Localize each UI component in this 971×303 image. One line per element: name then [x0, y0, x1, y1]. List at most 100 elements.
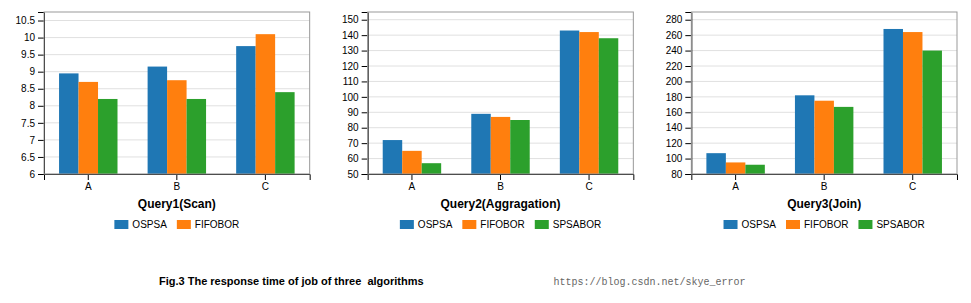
bar — [167, 80, 186, 174]
tick-label: 8 — [29, 100, 35, 111]
tick-label: 100 — [666, 153, 683, 164]
plot-frame — [44, 12, 310, 174]
tick-label: 80 — [671, 169, 683, 180]
chart-title: Query1(Scan) — [138, 197, 216, 211]
tick: B — [173, 174, 180, 192]
tick-label: 220 — [666, 61, 683, 72]
tick-label: 110 — [343, 76, 359, 87]
tick-label: 180 — [666, 92, 683, 103]
x-axis: ABC — [45, 174, 311, 192]
tick-mark — [685, 128, 691, 129]
bar — [883, 29, 902, 174]
tick-mark — [38, 157, 44, 158]
tick: 10.5 — [16, 15, 44, 26]
tick-label: 140 — [342, 30, 359, 41]
tick-label: C — [585, 181, 592, 192]
axis-line — [368, 175, 634, 181]
bars — [383, 31, 619, 174]
tick-mark — [685, 112, 691, 113]
tick-label: 280 — [666, 14, 683, 25]
tick-label: B — [173, 181, 180, 192]
chart-title: Query2(Aggragation) — [440, 197, 560, 211]
tick: A — [409, 174, 416, 192]
bar — [148, 67, 167, 174]
tick-mark — [685, 66, 691, 67]
bar — [275, 92, 294, 174]
axis-line — [45, 175, 311, 181]
legend: OSPSA FIFOBOR SPSABOR — [400, 219, 601, 230]
plot-frame — [368, 12, 634, 174]
tick-label: 100 — [342, 92, 359, 103]
bar — [402, 151, 421, 174]
legend-label: FIFOBOR — [480, 219, 524, 230]
tick: 100 — [666, 153, 692, 164]
tick-label: 6.5 — [21, 152, 35, 163]
tick: 8 — [29, 100, 44, 111]
tick-label: 60 — [348, 153, 360, 164]
bar — [834, 107, 853, 174]
tick-label: B — [821, 181, 828, 192]
tick-mark — [88, 174, 89, 180]
tick-label: A — [409, 181, 416, 192]
tick-mark — [362, 66, 368, 67]
legend-label: OSPSA — [742, 219, 777, 230]
tick: 10 — [24, 32, 44, 43]
chart-title: Query3(Join) — [787, 197, 861, 211]
tick: 200 — [666, 76, 692, 87]
tick: 120 — [666, 138, 692, 149]
tick: 6.5 — [21, 152, 44, 163]
tick-mark — [685, 143, 691, 144]
tick-mark — [38, 72, 44, 73]
legend-item: OSPSA — [114, 219, 167, 230]
bars — [59, 34, 295, 174]
tick-mark — [362, 35, 368, 36]
bar — [383, 140, 402, 174]
legend-item: OSPSA — [724, 219, 777, 230]
tick: 120 — [342, 61, 368, 72]
tick: 180 — [666, 92, 692, 103]
tick-label: 6 — [29, 169, 35, 180]
tick-mark — [685, 159, 691, 160]
tick-mark — [362, 143, 368, 144]
tick: 7 — [29, 135, 44, 146]
legend-item: OSPSA — [400, 219, 453, 230]
bar — [795, 95, 814, 174]
bar — [903, 32, 922, 174]
tick-mark — [685, 20, 691, 21]
tick-mark — [38, 174, 44, 175]
tick-mark — [685, 51, 691, 52]
tick-label: 160 — [666, 107, 683, 118]
tick-label: 150 — [342, 14, 359, 25]
tick: 90 — [348, 107, 368, 118]
bar — [256, 34, 275, 174]
tick-label: 70 — [348, 138, 360, 149]
tick: 9.5 — [21, 49, 44, 60]
grid-line — [691, 19, 957, 20]
tick-mark — [362, 128, 368, 129]
tick-mark — [362, 112, 368, 113]
legend-swatch — [786, 220, 800, 229]
tick-mark — [685, 81, 691, 82]
tick-label: A — [85, 181, 92, 192]
x-axis: A B C — [368, 174, 634, 192]
bar — [745, 165, 764, 174]
tick-label: 140 — [666, 122, 683, 133]
legend-label: SPSABOR — [553, 219, 601, 230]
grid-line — [44, 20, 310, 21]
plot-frame — [691, 12, 957, 174]
tick: 6 — [29, 169, 44, 180]
tick: 50 — [348, 169, 368, 180]
tick-label: B — [497, 181, 504, 192]
bar — [59, 73, 78, 174]
tick: 80 — [671, 169, 691, 180]
tick: 70 — [348, 138, 368, 149]
tick-label: 80 — [348, 122, 360, 133]
tick-mark — [685, 35, 691, 36]
legend-item: FIFOBOR — [177, 219, 239, 230]
panel: 5060708090100110120130140150ABCQuery2(Ag… — [342, 12, 634, 251]
tick-label: 10 — [24, 32, 36, 43]
tick-mark — [912, 174, 913, 180]
tick: 140 — [666, 122, 692, 133]
legend-swatch — [724, 220, 738, 229]
tick-label: 7 — [29, 135, 35, 146]
